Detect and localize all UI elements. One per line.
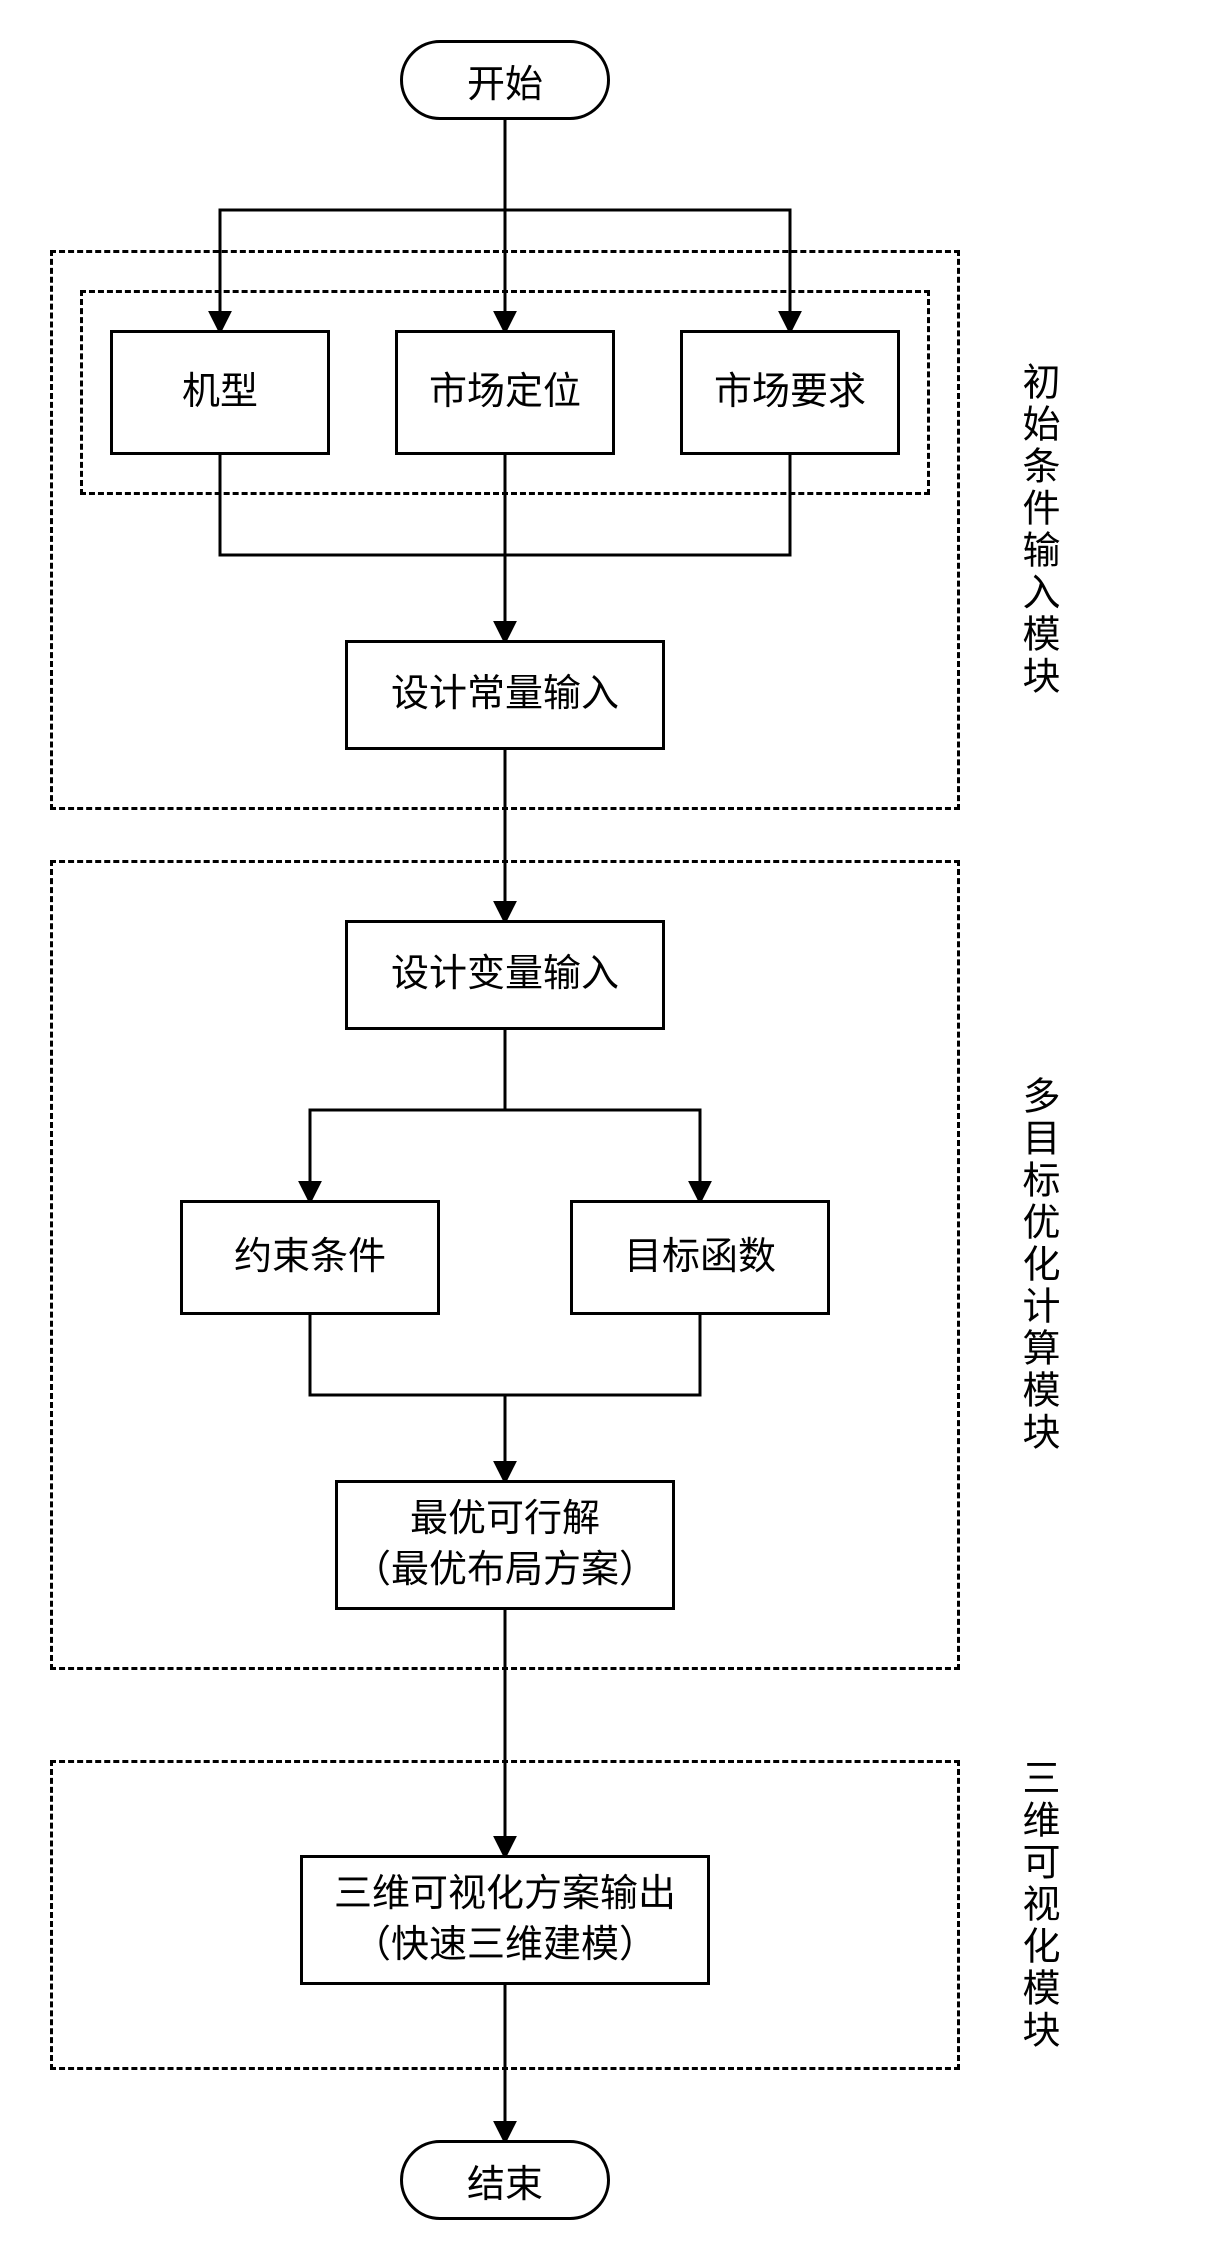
node-viz: 三维可视化方案输出 （快速三维建模） — [300, 1855, 710, 1985]
node-requirements: 市场要求 — [680, 330, 900, 455]
node-var-input-label: 设计变量输入 — [391, 949, 619, 1000]
label-input-module: 初始条件输入模块 — [1010, 260, 1065, 800]
node-end-label: 结束 — [467, 2153, 543, 2208]
node-const-input-label: 设计常量输入 — [391, 669, 619, 720]
node-requirements-label: 市场要求 — [714, 367, 866, 418]
node-constraints: 约束条件 — [180, 1200, 440, 1315]
node-end: 结束 — [400, 2140, 610, 2220]
node-model: 机型 — [110, 330, 330, 455]
label-opt-module: 多目标优化计算模块 — [1010, 870, 1065, 1660]
node-start-label: 开始 — [467, 53, 543, 108]
node-var-input: 设计变量输入 — [345, 920, 665, 1030]
node-positioning: 市场定位 — [395, 330, 615, 455]
node-objective-label: 目标函数 — [624, 1232, 776, 1283]
node-start: 开始 — [400, 40, 610, 120]
node-const-input: 设计常量输入 — [345, 640, 665, 750]
node-objective: 目标函数 — [570, 1200, 830, 1315]
node-viz-label: 三维可视化方案输出 （快速三维建模） — [334, 1869, 676, 1972]
node-positioning-label: 市场定位 — [429, 367, 581, 418]
node-model-label: 机型 — [182, 367, 258, 418]
node-constraints-label: 约束条件 — [234, 1232, 386, 1283]
label-viz-module: 三维可视化模块 — [1010, 1720, 1065, 2090]
node-optimal-label: 最优可行解 （最优布局方案） — [353, 1494, 657, 1597]
node-optimal: 最优可行解 （最优布局方案） — [335, 1480, 675, 1610]
